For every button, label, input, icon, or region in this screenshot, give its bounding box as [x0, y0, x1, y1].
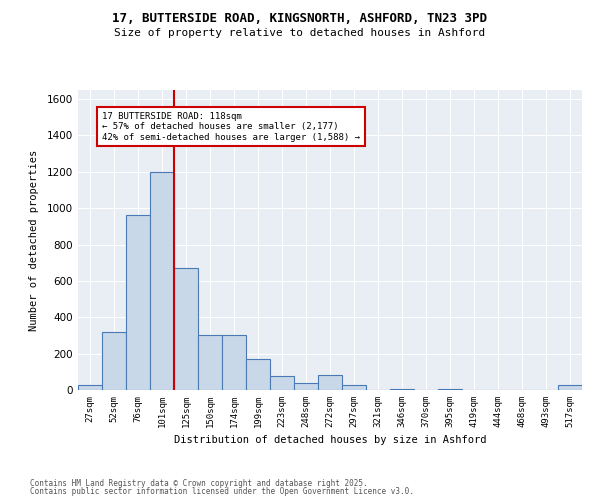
Bar	[222, 336, 246, 390]
Bar	[294, 382, 318, 390]
Bar	[558, 384, 582, 390]
Y-axis label: Number of detached properties: Number of detached properties	[29, 150, 38, 330]
Bar	[270, 376, 294, 390]
X-axis label: Distribution of detached houses by size in Ashford: Distribution of detached houses by size …	[174, 436, 486, 446]
Text: 17 BUTTERSIDE ROAD: 118sqm
← 57% of detached houses are smaller (2,177)
42% of s: 17 BUTTERSIDE ROAD: 118sqm ← 57% of deta…	[102, 112, 360, 142]
Bar	[78, 384, 102, 390]
Bar	[150, 172, 174, 390]
Text: Contains HM Land Registry data © Crown copyright and database right 2025.: Contains HM Land Registry data © Crown c…	[30, 478, 368, 488]
Text: 17, BUTTERSIDE ROAD, KINGSNORTH, ASHFORD, TN23 3PD: 17, BUTTERSIDE ROAD, KINGSNORTH, ASHFORD…	[113, 12, 487, 26]
Bar	[438, 389, 462, 390]
Bar	[318, 376, 342, 390]
Bar	[102, 332, 126, 390]
Bar	[126, 216, 150, 390]
Text: Contains public sector information licensed under the Open Government Licence v3: Contains public sector information licen…	[30, 487, 414, 496]
Text: Size of property relative to detached houses in Ashford: Size of property relative to detached ho…	[115, 28, 485, 38]
Bar	[198, 336, 222, 390]
Bar	[342, 384, 366, 390]
Bar	[174, 268, 198, 390]
Bar	[246, 359, 270, 390]
Bar	[390, 389, 414, 390]
